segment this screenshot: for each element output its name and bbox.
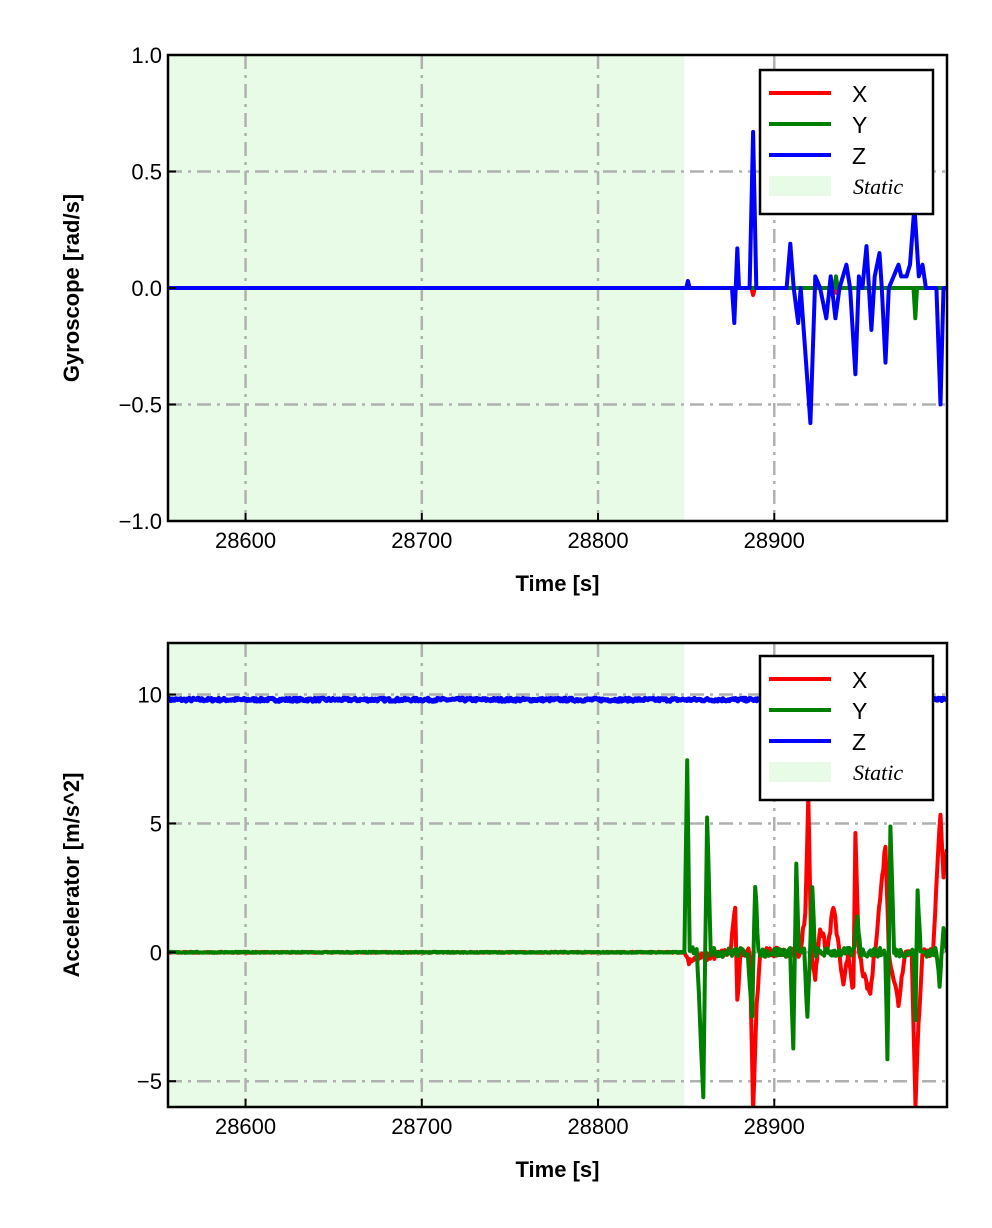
accelerometer-panel: 28600 28700 28800 28900 −5 0 5 10 Time [s] Accele…	[59, 641, 949, 1182]
legend-label-y: Y	[852, 698, 867, 724]
legend: XYZ Static	[758, 68, 935, 216]
x-axis-label: Time [s]	[516, 1157, 600, 1182]
y-tick-label: 0.0	[131, 276, 162, 301]
legend-label-static: Static	[853, 174, 903, 199]
legend-label-y: Y	[852, 112, 867, 138]
gyroscope-panel: 28600 28700 28800 28900 −1.0 −0.5 0.0 0.5 1.0 Tim…	[59, 43, 949, 596]
x-tick-label: 28700	[391, 1114, 452, 1139]
y-tick-label: 10	[138, 683, 162, 708]
series-line-z	[168, 129, 947, 426]
legend-label-static: Static	[853, 760, 903, 785]
x-tick-label: 28800	[567, 528, 628, 553]
x-tick-label: 28600	[215, 528, 276, 553]
legend-label-x: X	[852, 667, 867, 693]
y-tick-label: −5	[137, 1069, 162, 1094]
y-axis-label: Accelerator [m/s^2]	[59, 773, 84, 978]
y-tick-label: −0.5	[119, 393, 162, 418]
x-tick-label: 28800	[567, 1114, 628, 1139]
series-group	[168, 129, 947, 426]
x-tick-label: 28700	[391, 528, 452, 553]
y-tick-label: 0	[150, 940, 162, 965]
axes-frame	[166, 53, 949, 523]
y-tick-label: 1.0	[131, 43, 162, 68]
y-tick-label: 5	[150, 811, 162, 836]
legend-label-z: Z	[852, 729, 866, 755]
legend: XYZ Static	[758, 654, 935, 802]
axes-frame	[166, 641, 949, 1109]
legend-label-z: Z	[852, 143, 866, 169]
y-tick-label: 0.5	[131, 160, 162, 185]
x-tick-label: 28900	[744, 528, 805, 553]
y-tick-label: −1.0	[119, 509, 162, 534]
y-axis-label: Gyroscope [rad/s]	[59, 194, 84, 382]
x-tick-label: 28600	[215, 1114, 276, 1139]
legend-swatch-static	[769, 176, 831, 196]
x-axis-label: Time [s]	[516, 571, 600, 596]
x-tick-label: 28900	[744, 1114, 805, 1139]
legend-label-x: X	[852, 81, 867, 107]
series-line-y	[168, 758, 947, 1100]
legend-swatch-static	[769, 762, 831, 782]
